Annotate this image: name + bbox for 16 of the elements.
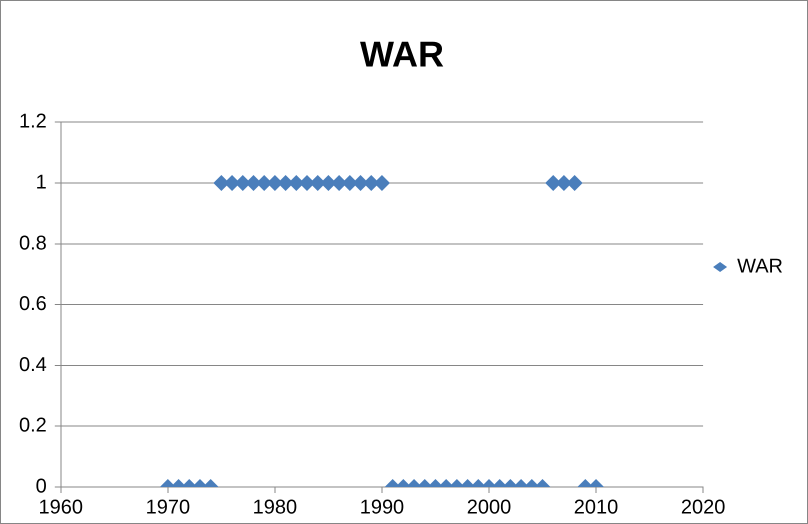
x-tick-label: 1980: [252, 496, 298, 519]
y-tick-label: 0.8: [18, 232, 47, 254]
y-tick-label: 0.4: [18, 354, 47, 376]
y-tick-label: 0.2: [18, 414, 47, 437]
y-tick-label: 1: [36, 172, 47, 194]
x-tick-label: 1960: [38, 496, 84, 519]
x-tick-label: 1990: [360, 496, 404, 519]
x-tick-label: 1970: [146, 496, 190, 519]
y-tick-label: 1.2: [18, 110, 47, 133]
y-tick-label: 0.6: [18, 293, 47, 316]
y-tick-label: 0: [36, 476, 47, 498]
x-tick-label: 2000: [466, 496, 512, 519]
x-tick-label: 2010: [574, 496, 618, 519]
legend-label: WAR: [737, 256, 784, 278]
x-tick-label: 2020: [680, 496, 726, 519]
chart-title: WAR: [360, 34, 444, 75]
